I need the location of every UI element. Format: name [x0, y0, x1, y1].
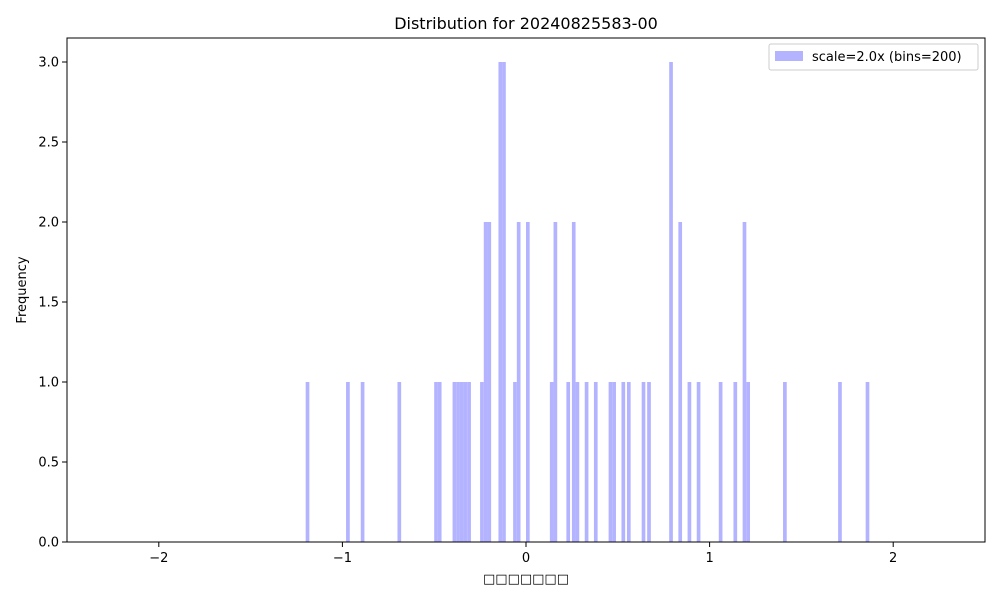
histogram-bar: [305, 382, 310, 542]
histogram-bar: [483, 222, 488, 542]
x-tick-label: 2: [889, 551, 897, 566]
x-tick-label: 1: [705, 551, 713, 566]
y-tick-label: 2.5: [38, 136, 59, 151]
histogram-bar: [516, 222, 521, 542]
histogram-bar: [526, 222, 530, 542]
histogram-bar: [360, 382, 365, 542]
histogram-bar: [467, 382, 471, 542]
histogram-bar: [742, 222, 747, 542]
histogram-bar: [502, 62, 506, 542]
histogram-bar: [456, 382, 460, 542]
histogram-bar: [498, 62, 503, 542]
histogram-bar: [696, 382, 701, 542]
histogram-bar: [608, 382, 613, 542]
histogram-bar: [669, 62, 673, 542]
histogram-bar: [641, 382, 646, 542]
histogram-bar: [487, 222, 492, 542]
y-tick-label: 3.0: [38, 56, 59, 71]
histogram-bar: [783, 382, 787, 542]
histogram-bar: [746, 382, 750, 542]
histogram-bar: [612, 382, 616, 542]
histogram-bar: [838, 382, 842, 542]
bars-group: [305, 62, 870, 542]
x-tick-label: 0: [522, 551, 530, 566]
histogram-bar: [452, 382, 457, 542]
histogram-bar: [566, 382, 571, 542]
histogram-bar: [647, 382, 651, 542]
y-tick-label: 1.5: [38, 296, 59, 311]
legend-box: [768, 43, 979, 71]
histogram-bar: [621, 382, 626, 542]
histogram-bar: [593, 382, 598, 542]
histogram-bar: [626, 382, 631, 542]
histogram-bar: [571, 222, 576, 542]
histogram-bar: [397, 382, 402, 542]
y-tick-label: 0.5: [38, 456, 59, 471]
x-tick-label: −2: [149, 551, 168, 566]
histogram-bar: [480, 382, 484, 542]
histogram-bar: [553, 222, 558, 542]
histogram-bar: [575, 382, 580, 542]
y-tick-label: 2.0: [38, 216, 59, 231]
y-axis: 0.0 0.5 1.0 1.5 2.0 2.5 3.0: [38, 56, 67, 551]
histogram-bar: [733, 382, 738, 542]
histogram-bar: [549, 382, 554, 542]
histogram-bar: [513, 382, 517, 542]
histogram-bar: [437, 382, 442, 542]
histogram-bar: [718, 382, 723, 542]
histogram-bar: [865, 382, 870, 542]
legend-swatch: [775, 51, 803, 61]
histogram-bar: [346, 382, 350, 542]
histogram-bar: [434, 382, 438, 542]
legend: scale=2.0x (bins=200): [768, 43, 979, 71]
chart-title: Distribution for 20240825583-00: [394, 14, 658, 33]
x-axis: −2 −1 0 1 2: [149, 542, 897, 566]
y-axis-label: Frequency: [15, 256, 30, 323]
y-tick-label: 0.0: [38, 536, 59, 551]
legend-label: scale=2.0x (bins=200): [812, 50, 962, 65]
histogram-bar: [463, 382, 468, 542]
histogram-bar: [459, 382, 464, 542]
x-axis-label: □□□□□□□: [483, 572, 569, 587]
histogram-bar: [584, 382, 589, 542]
x-tick-label: −1: [333, 551, 352, 566]
histogram-bar: [687, 382, 692, 542]
y-tick-label: 1.0: [38, 376, 59, 391]
histogram-bar: [678, 222, 683, 542]
